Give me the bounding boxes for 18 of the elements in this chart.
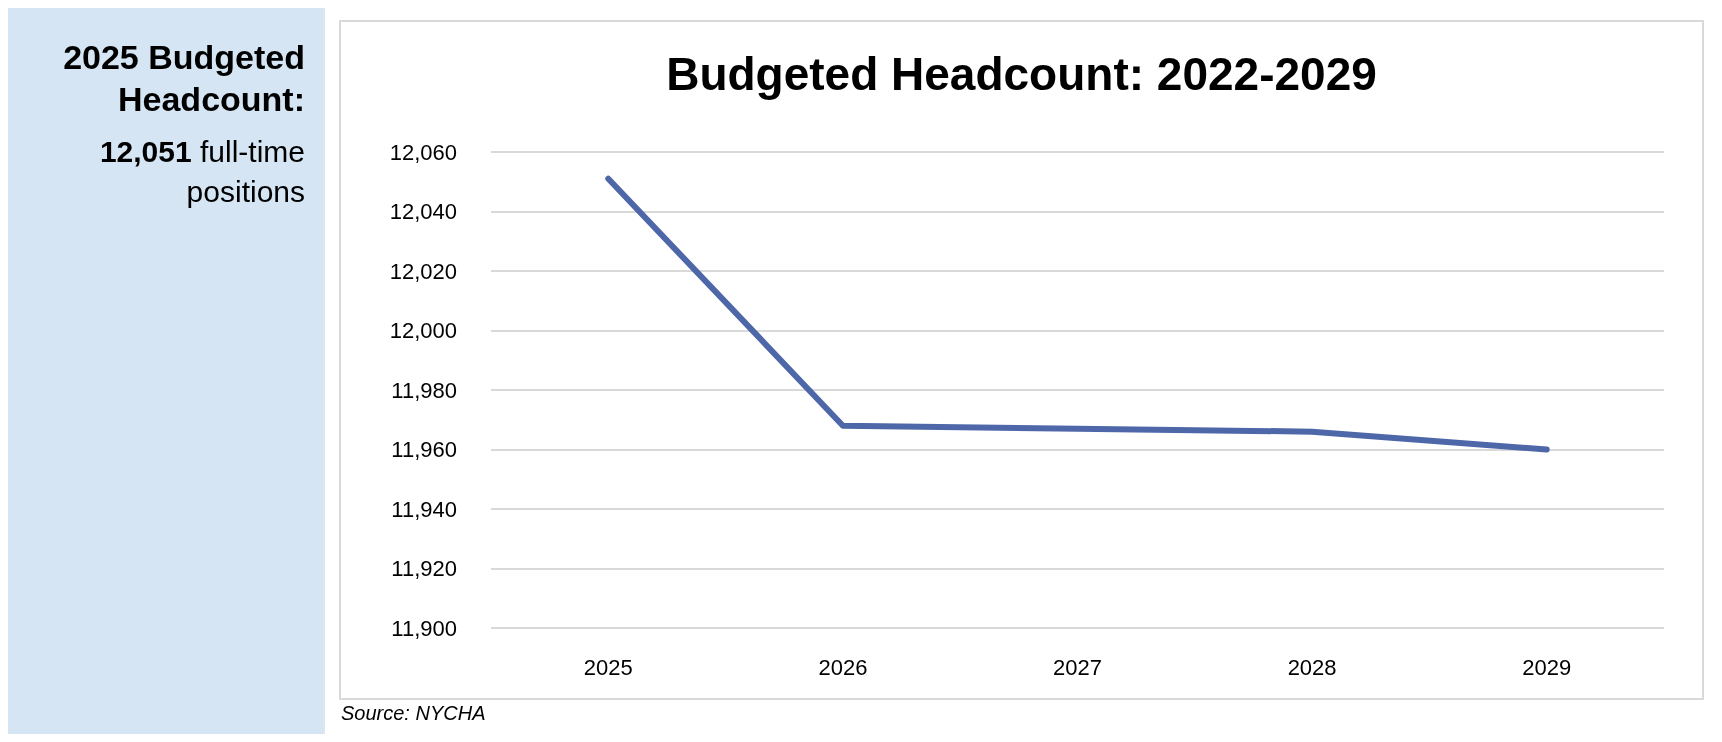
chart-title: Budgeted Headcount: 2022-2029 — [666, 48, 1377, 100]
y-tick-label: 12,040 — [389, 199, 457, 224]
x-tick-label: 2028 — [1287, 654, 1337, 680]
y-tick-label: 11,900 — [391, 615, 457, 641]
y-tick-label: 12,020 — [389, 258, 457, 284]
y-tick-label: 11,980 — [391, 377, 457, 403]
y-tick-label: 11,940 — [391, 496, 457, 522]
y-tick-label: 12,000 — [389, 318, 457, 343]
text: 2025 Budgeted Headcount: — [62, 37, 305, 120]
x-tick-label: 2029 — [1522, 654, 1572, 680]
x-tick-label: 2027 — [1053, 654, 1102, 680]
x-tick-label: 2025 — [583, 654, 633, 680]
x-tick-label: 2026 — [818, 654, 868, 680]
text: 12,051 — [99, 135, 193, 168]
y-tick-label: 12,060 — [389, 139, 457, 165]
source-note: Source: NYCHA — [341, 702, 486, 724]
y-tick-label: 11,960 — [391, 437, 457, 462]
y-tick-label: 11,920 — [391, 556, 457, 581]
